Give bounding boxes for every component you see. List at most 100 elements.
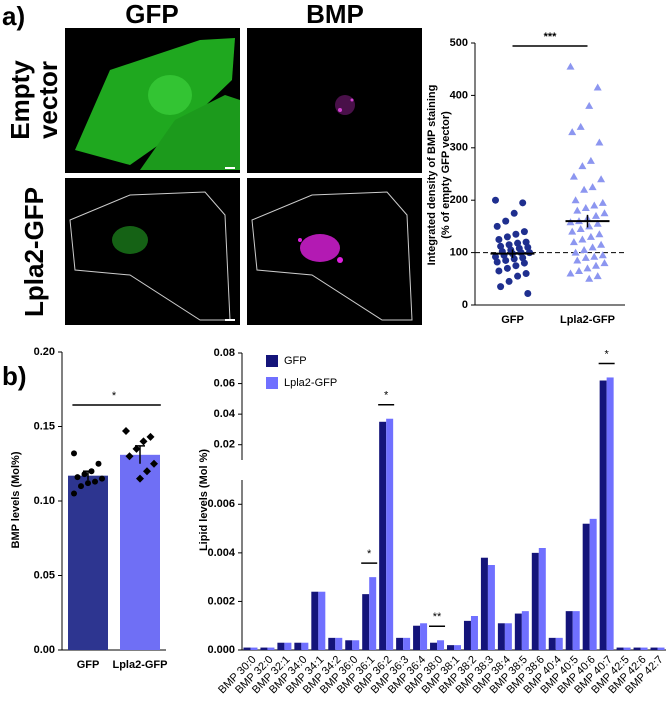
point bbox=[583, 264, 592, 272]
significance: * bbox=[384, 390, 389, 402]
bar bbox=[260, 647, 268, 650]
bar bbox=[599, 380, 607, 650]
bar bbox=[454, 645, 461, 650]
point bbox=[503, 264, 511, 272]
point bbox=[132, 444, 141, 453]
point bbox=[592, 261, 600, 269]
point bbox=[588, 243, 597, 251]
point bbox=[78, 483, 84, 490]
y-tick-label: 0.000 bbox=[207, 644, 235, 656]
bar bbox=[345, 640, 353, 650]
point bbox=[593, 83, 602, 91]
point bbox=[585, 101, 594, 109]
point bbox=[598, 251, 607, 259]
x-tick-label: GFP bbox=[501, 314, 524, 326]
bar bbox=[650, 647, 658, 650]
point bbox=[592, 211, 600, 219]
legend-label: Lpla2-GFP bbox=[284, 377, 337, 389]
point bbox=[495, 267, 503, 275]
point bbox=[502, 217, 510, 225]
panel-label: a) bbox=[2, 1, 25, 31]
point bbox=[566, 269, 575, 277]
point bbox=[573, 206, 582, 214]
bar bbox=[318, 591, 326, 650]
bar bbox=[555, 637, 563, 650]
y-tick-label: 0.10 bbox=[34, 495, 55, 507]
bar bbox=[606, 377, 614, 650]
significance: * bbox=[367, 548, 372, 560]
point bbox=[493, 222, 501, 230]
y-axis-label: Integrated density of BMP staining bbox=[426, 85, 438, 266]
point bbox=[578, 235, 587, 243]
y-tick-label: 0.006 bbox=[207, 498, 235, 510]
bar bbox=[480, 557, 488, 650]
point bbox=[493, 258, 501, 266]
row-label: Lpla2-GFP bbox=[19, 187, 49, 317]
point bbox=[580, 245, 589, 253]
point bbox=[581, 253, 590, 261]
y-axis-label: (% of empty GFP vector) bbox=[440, 111, 452, 239]
micrograph bbox=[65, 178, 240, 325]
bar bbox=[447, 645, 454, 650]
row-label: vector bbox=[33, 61, 63, 139]
point bbox=[585, 222, 594, 230]
point bbox=[505, 277, 513, 285]
bar bbox=[565, 611, 573, 650]
bar bbox=[267, 647, 275, 650]
bar bbox=[657, 647, 665, 650]
bar bbox=[633, 647, 641, 650]
point bbox=[568, 128, 577, 136]
point bbox=[580, 185, 589, 193]
point bbox=[598, 198, 607, 206]
point bbox=[590, 252, 599, 260]
point bbox=[74, 474, 81, 481]
point bbox=[146, 432, 155, 441]
point bbox=[588, 183, 597, 191]
legend-swatch bbox=[266, 377, 278, 389]
point bbox=[590, 201, 599, 209]
bar bbox=[487, 565, 495, 650]
point bbox=[139, 437, 148, 446]
micrograph bbox=[65, 28, 240, 173]
point bbox=[581, 204, 590, 212]
point bbox=[71, 450, 77, 457]
row-label: Empty bbox=[5, 60, 35, 140]
point bbox=[95, 460, 102, 467]
point bbox=[88, 468, 95, 475]
point bbox=[502, 256, 510, 264]
point bbox=[600, 209, 609, 217]
significance: ** bbox=[433, 611, 442, 623]
point bbox=[514, 272, 522, 280]
point bbox=[593, 219, 602, 227]
point bbox=[122, 426, 130, 435]
bar bbox=[311, 591, 319, 650]
point bbox=[512, 230, 520, 238]
point bbox=[585, 274, 594, 282]
y-tick-label: 0.004 bbox=[207, 547, 235, 559]
bar bbox=[301, 642, 309, 650]
point bbox=[526, 249, 533, 257]
y-tick-label: 300 bbox=[450, 142, 468, 154]
point bbox=[150, 459, 158, 468]
column-label: GFP bbox=[125, 0, 178, 29]
point bbox=[495, 236, 503, 243]
bar bbox=[616, 647, 624, 650]
bar bbox=[437, 640, 445, 650]
point bbox=[125, 452, 134, 461]
bar bbox=[352, 640, 360, 650]
bar bbox=[386, 418, 394, 650]
x-tick-label: GFP bbox=[77, 659, 100, 671]
significance: * bbox=[112, 390, 117, 402]
point bbox=[143, 467, 151, 476]
y-tick-label: 0.05 bbox=[34, 569, 55, 581]
point bbox=[497, 283, 505, 291]
bar bbox=[589, 518, 597, 650]
legend-swatch bbox=[266, 355, 278, 367]
point bbox=[524, 289, 532, 297]
point bbox=[569, 238, 578, 246]
bar bbox=[403, 637, 411, 650]
bar bbox=[68, 475, 108, 650]
panel-label: b) bbox=[2, 361, 27, 391]
bar bbox=[430, 642, 438, 650]
